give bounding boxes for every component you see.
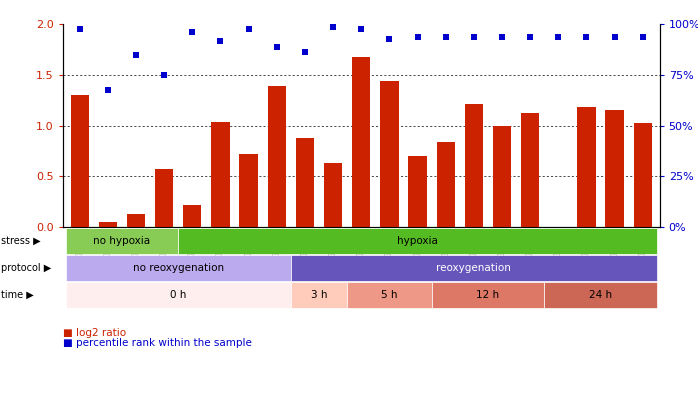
Bar bbox=[605, 111, 624, 227]
Point bbox=[412, 34, 423, 40]
Point bbox=[440, 34, 451, 40]
Bar bbox=[155, 169, 173, 227]
Bar bbox=[267, 86, 286, 227]
Point bbox=[215, 37, 226, 44]
Point bbox=[299, 49, 311, 55]
Text: ■ log2 ratio: ■ log2 ratio bbox=[63, 328, 126, 337]
Bar bbox=[436, 142, 455, 227]
Bar bbox=[211, 122, 230, 227]
Text: 5 h: 5 h bbox=[381, 290, 398, 300]
Text: stress ▶: stress ▶ bbox=[1, 236, 40, 246]
Text: 3 h: 3 h bbox=[311, 290, 327, 300]
Point bbox=[553, 34, 564, 40]
Text: hypoxia: hypoxia bbox=[397, 236, 438, 246]
Bar bbox=[577, 107, 595, 227]
Point bbox=[496, 34, 507, 40]
Text: 0 h: 0 h bbox=[170, 290, 186, 300]
Bar bbox=[239, 154, 258, 227]
Bar bbox=[380, 81, 399, 227]
Text: ■ percentile rank within the sample: ■ percentile rank within the sample bbox=[63, 338, 252, 347]
Point bbox=[327, 24, 339, 31]
Bar bbox=[634, 122, 652, 227]
Point bbox=[272, 43, 283, 50]
Text: 12 h: 12 h bbox=[476, 290, 500, 300]
Point bbox=[187, 29, 198, 36]
Point bbox=[637, 34, 648, 40]
Point bbox=[74, 26, 85, 33]
Point bbox=[384, 36, 395, 43]
Point bbox=[158, 72, 170, 78]
Bar bbox=[324, 163, 342, 227]
Bar bbox=[493, 126, 511, 227]
Text: no reoxygenation: no reoxygenation bbox=[133, 263, 224, 273]
Text: 24 h: 24 h bbox=[589, 290, 612, 300]
Text: no hypoxia: no hypoxia bbox=[94, 236, 151, 246]
Bar bbox=[521, 113, 540, 227]
Bar bbox=[98, 222, 117, 227]
Bar bbox=[352, 57, 371, 227]
Text: time ▶: time ▶ bbox=[1, 290, 34, 300]
Point bbox=[131, 51, 142, 58]
Bar bbox=[70, 95, 89, 227]
Point bbox=[609, 34, 620, 40]
Point bbox=[468, 34, 480, 40]
Text: reoxygenation: reoxygenation bbox=[436, 263, 511, 273]
Bar bbox=[127, 214, 145, 227]
Point bbox=[581, 34, 592, 40]
Bar bbox=[183, 205, 202, 227]
Bar bbox=[408, 156, 426, 227]
Bar bbox=[465, 104, 483, 227]
Bar bbox=[296, 138, 314, 227]
Point bbox=[355, 26, 366, 33]
Point bbox=[243, 26, 254, 33]
Text: protocol ▶: protocol ▶ bbox=[1, 263, 51, 273]
Point bbox=[524, 34, 535, 40]
Point bbox=[103, 87, 114, 94]
